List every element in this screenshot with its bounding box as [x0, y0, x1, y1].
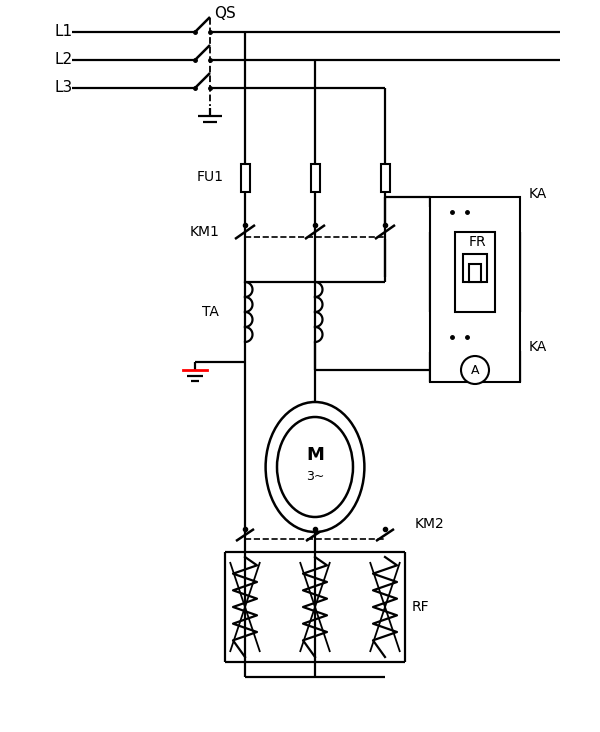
Circle shape: [461, 356, 489, 384]
Text: KM1: KM1: [190, 225, 220, 239]
Text: M: M: [306, 446, 324, 464]
Text: L3: L3: [55, 81, 73, 95]
Text: KA: KA: [529, 187, 547, 201]
Bar: [463, 254, 487, 282]
Bar: [241, 164, 250, 192]
Text: KM2: KM2: [415, 517, 445, 531]
Ellipse shape: [277, 417, 353, 517]
Text: L2: L2: [55, 53, 73, 67]
Text: FU1: FU1: [197, 170, 223, 184]
Bar: [430, 197, 520, 382]
Text: RF: RF: [411, 600, 429, 614]
Bar: [381, 164, 390, 192]
Bar: [455, 232, 495, 312]
Text: QS: QS: [214, 7, 236, 21]
Bar: [311, 164, 320, 192]
Bar: [469, 264, 481, 282]
Text: TA: TA: [202, 305, 218, 319]
Ellipse shape: [266, 402, 364, 532]
Text: A: A: [471, 364, 479, 376]
Text: KA: KA: [529, 340, 547, 354]
Text: 3~: 3~: [306, 471, 324, 484]
Text: L1: L1: [55, 24, 73, 40]
Text: FR: FR: [468, 235, 486, 249]
